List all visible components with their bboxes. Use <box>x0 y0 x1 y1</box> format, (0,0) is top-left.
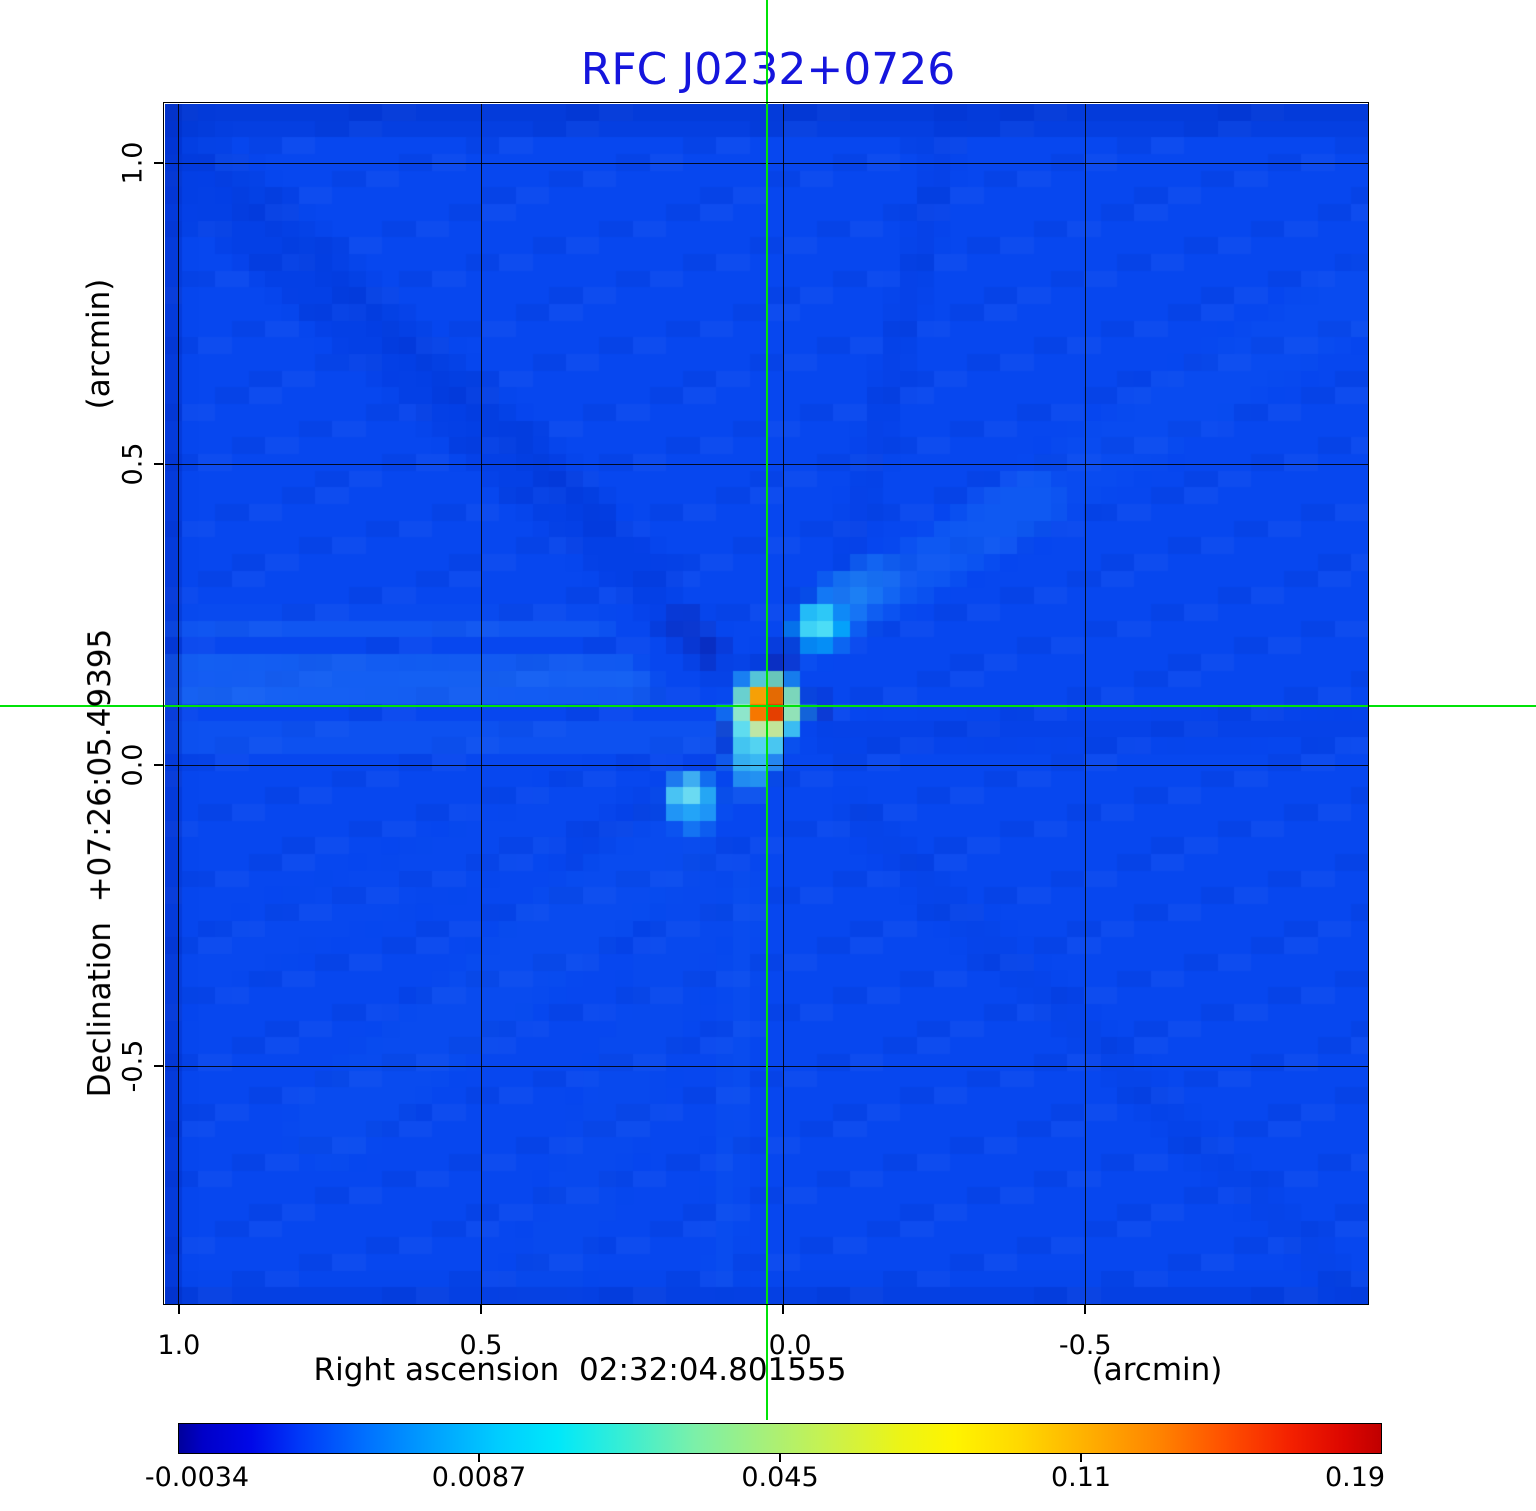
crosshair-vertical-line <box>765 0 768 1420</box>
colorbar-tick-label: 0.19 <box>1324 1462 1386 1493</box>
x-axis-unit-label: (arcmin) <box>1091 1352 1223 1388</box>
crosshair-horizontal-line <box>0 705 1536 708</box>
colorbar-tick-mark <box>779 1454 781 1462</box>
y-tick-mark <box>154 162 163 164</box>
y-tick-label: 1.0 <box>117 141 149 185</box>
x-gridline <box>480 104 482 1304</box>
x-tick-mark <box>782 1305 785 1314</box>
colorbar-tick-mark <box>478 1454 480 1462</box>
colorbar-tick-mark <box>1080 1454 1082 1462</box>
x-gridline <box>782 104 784 1304</box>
x-tick-mark <box>177 1305 180 1314</box>
colorbar <box>178 1423 1382 1454</box>
x-tick-mark <box>480 1305 482 1314</box>
y-axis-unit-label: (arcmin) <box>81 278 117 410</box>
x-axis-title: Right ascension 02:32:04.801555 <box>313 1352 847 1388</box>
colorbar-tick-label: 0.11 <box>1050 1462 1112 1493</box>
colorbar-tick-label: 0.045 <box>741 1462 819 1493</box>
y-tick-label: -0.5 <box>117 1039 149 1093</box>
y-tick-mark <box>154 764 163 767</box>
colorbar-tick-label: -0.0034 <box>144 1462 250 1493</box>
y-axis-title: Declination +07:26:05.49395 <box>82 628 118 1098</box>
x-tick-label: 0.5 <box>459 1330 503 1361</box>
y-tick-mark <box>154 1065 163 1068</box>
x-gridline <box>178 104 180 1304</box>
x-tick-label: 1.0 <box>157 1330 201 1361</box>
x-tick-mark <box>1084 1305 1087 1314</box>
y-tick-label: 0.5 <box>117 442 149 486</box>
x-tick-label: 0.0 <box>768 1330 812 1361</box>
colorbar-tick-label: 0.0087 <box>431 1462 527 1493</box>
page-title: RFC J0232+0726 <box>580 44 956 95</box>
y-tick-label: 0.0 <box>117 743 149 787</box>
x-gridline <box>1084 104 1086 1304</box>
y-tick-mark <box>154 463 163 466</box>
x-tick-label: -0.5 <box>1058 1330 1112 1361</box>
